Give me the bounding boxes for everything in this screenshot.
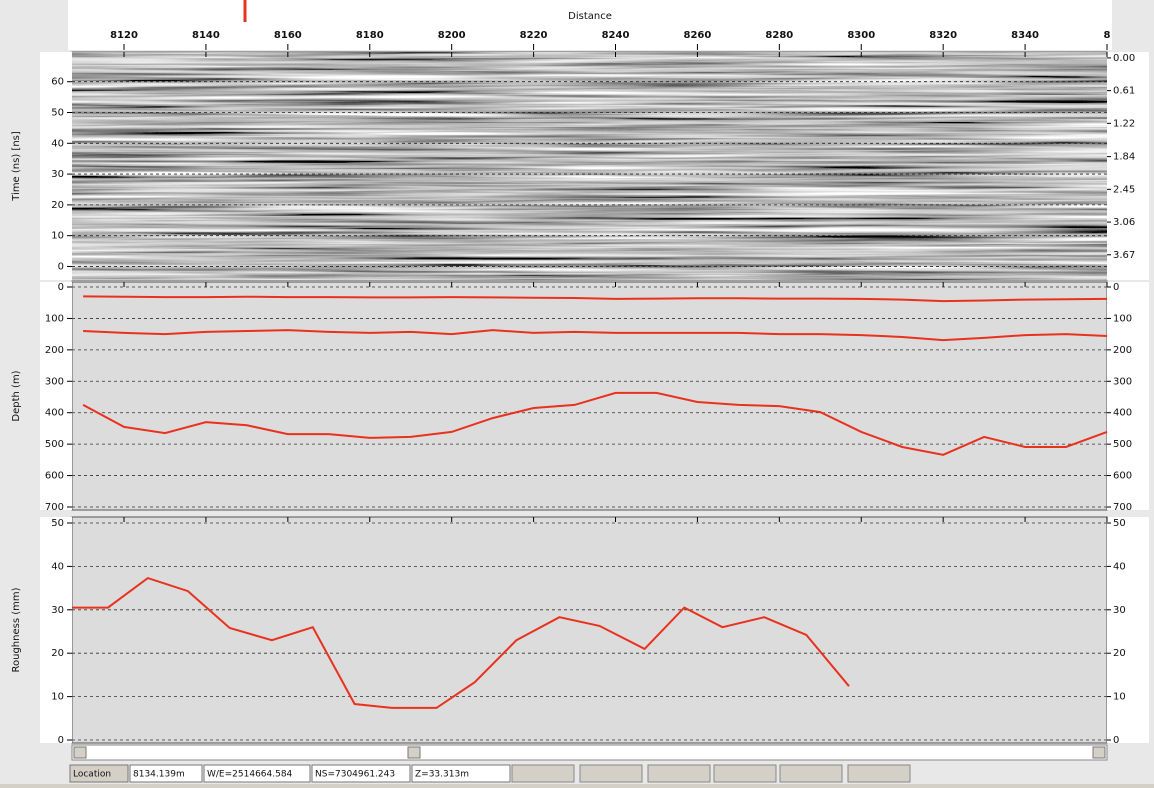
x-tick-label: 8340 [1011, 30, 1039, 41]
status-field [648, 765, 710, 782]
status-field [714, 765, 776, 782]
y-tick-label: 30 [51, 169, 64, 180]
x-tick-label: 8220 [520, 30, 548, 41]
y2-tick-label: 500 [1113, 439, 1132, 450]
status-field [848, 765, 910, 782]
plot-area [72, 517, 1107, 743]
left-axis-band [40, 517, 72, 743]
y2-tick-label: 600 [1113, 471, 1132, 482]
y2-tick-label: 40 [1113, 561, 1126, 572]
y2-tick-label: 400 [1113, 408, 1132, 419]
scrollbar[interactable] [72, 745, 1107, 760]
y-tick-label: 50 [51, 518, 64, 529]
y-tick-label: 60 [51, 77, 64, 88]
status-text: Location [73, 770, 111, 780]
y2-tick-label: 0.00 [1113, 53, 1135, 64]
x-tick-label: 8260 [684, 30, 712, 41]
y2-tick-label: 0 [1113, 282, 1119, 293]
status-text: Z=33.313m [415, 770, 469, 780]
status-text: NS=7304961.243 [315, 770, 395, 780]
x-tick-label: 8 [1104, 30, 1111, 41]
top-axis-band [68, 0, 1112, 50]
y-tick-label: 50 [51, 108, 64, 119]
y-tick-label: 20 [51, 648, 64, 659]
scroll-left[interactable] [74, 747, 86, 758]
x-tick-label: 8320 [929, 30, 957, 41]
y-tick-label: 500 [45, 439, 64, 450]
y2-tick-label: 20 [1113, 648, 1126, 659]
y2-tick-label: 10 [1113, 692, 1126, 703]
y2-tick-label: 1.22 [1113, 118, 1135, 129]
y-tick-label: 0 [58, 735, 64, 746]
x-tick-label: 8140 [192, 30, 220, 41]
x-tick-label: 8280 [765, 30, 793, 41]
y2-tick-label: 300 [1113, 376, 1132, 387]
x-tick-label: 8240 [602, 30, 630, 41]
y-tick-label: 600 [45, 471, 64, 482]
y-tick-label: 30 [51, 605, 64, 616]
status-field [512, 765, 574, 782]
x-tick-label: 8200 [438, 30, 466, 41]
y-axis-title: Depth (m) [11, 370, 22, 421]
x-tick-label: 8300 [847, 30, 875, 41]
radargram-image [72, 52, 1107, 280]
y2-tick-label: 0 [1113, 735, 1119, 746]
y-tick-label: 40 [51, 561, 64, 572]
y-tick-label: 40 [51, 138, 64, 149]
x-axis-title: Distance [568, 11, 612, 22]
y2-tick-label: 2.45 [1113, 184, 1135, 195]
scroll-right[interactable] [1093, 747, 1105, 758]
x-tick-label: 8120 [110, 30, 138, 41]
x-tick-label: 8160 [274, 30, 302, 41]
x-tick-label: 8180 [356, 30, 384, 41]
status-bar: Location 8134.139m W/E=2514664.584 NS=73049… [70, 765, 910, 782]
right-axis-band [1107, 517, 1149, 743]
y-tick-label: 10 [51, 231, 64, 242]
y2-tick-label: 3.67 [1113, 250, 1135, 261]
y2-tick-label: 700 [1113, 502, 1132, 513]
y2-tick-label: 0.61 [1113, 86, 1135, 97]
y-tick-label: 100 [45, 313, 64, 324]
y-tick-label: 400 [45, 408, 64, 419]
y2-tick-label: 50 [1113, 518, 1126, 529]
scroll-thumb[interactable] [408, 747, 420, 758]
y-tick-label: 0 [58, 261, 64, 272]
y2-tick-label: 200 [1113, 345, 1132, 356]
status-text: W/E=2514664.584 [207, 770, 293, 780]
app-window: Distance 8120814081608180820082208240826… [0, 0, 1154, 784]
status-field [780, 765, 842, 782]
status-text: 8134.139m [133, 770, 185, 780]
y2-tick-label: 1.84 [1113, 152, 1135, 163]
y-axis-title: Time (ns) [ns] [11, 131, 22, 202]
y-tick-label: 700 [45, 502, 64, 513]
y2-tick-label: 30 [1113, 605, 1126, 616]
y-tick-label: 20 [51, 200, 64, 211]
y-tick-label: 200 [45, 345, 64, 356]
y-tick-label: 300 [45, 376, 64, 387]
y-tick-label: 10 [51, 692, 64, 703]
y2-tick-label: 3.06 [1113, 217, 1135, 228]
y-tick-label: 0 [58, 282, 64, 293]
y-axis-title: Roughness (mm) [11, 587, 22, 672]
status-field [580, 765, 642, 782]
y2-tick-label: 100 [1113, 313, 1132, 324]
